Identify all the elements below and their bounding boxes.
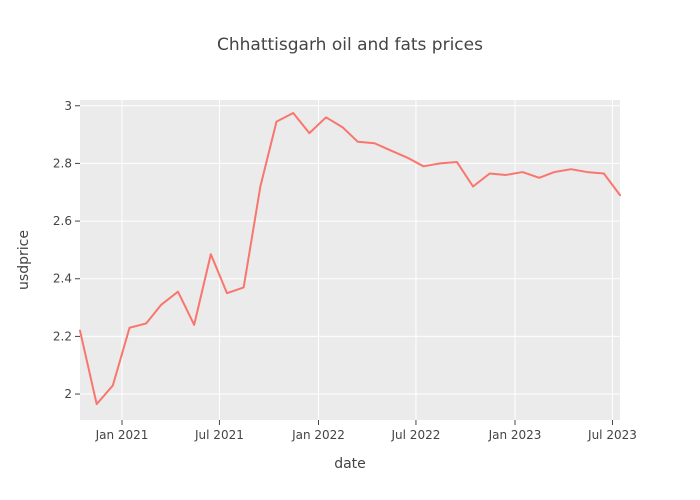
y-tick-label: 2 [64, 387, 72, 401]
data-point[interactable] [388, 147, 394, 153]
data-point[interactable] [355, 139, 361, 145]
y-tick-label: 2.4 [53, 272, 72, 286]
data-point[interactable] [274, 119, 280, 125]
data-point[interactable] [94, 401, 100, 407]
data-point[interactable] [371, 140, 377, 146]
data-point[interactable] [257, 183, 263, 189]
y-tick-label: 3 [64, 99, 72, 113]
gridlines [80, 100, 620, 420]
data-point[interactable] [503, 172, 509, 178]
y-tick-label: 2.2 [53, 329, 72, 343]
y-tick-label: 2.6 [53, 214, 72, 228]
data-point[interactable] [487, 171, 493, 177]
chart-title: Chhattisgarh oil and fats prices [217, 35, 483, 55]
plot-area [80, 100, 620, 420]
data-point[interactable] [584, 169, 590, 175]
data-point[interactable] [110, 382, 116, 388]
x-tick-label: Jan 2023 [488, 428, 542, 442]
data-point[interactable] [454, 159, 460, 165]
x-tick-label: Jul 2021 [194, 428, 244, 442]
y-tick-label: 2.8 [53, 156, 72, 170]
y-axis-label: usdprice [16, 230, 32, 290]
data-point[interactable] [143, 320, 149, 326]
data-point[interactable] [127, 325, 133, 331]
data-point[interactable] [437, 160, 443, 166]
data-point[interactable] [520, 169, 526, 175]
data-point[interactable] [191, 322, 197, 328]
data-point[interactable] [241, 284, 247, 290]
x-axis-ticks: Jan 2021 Jul 2021 Jan 2022 Jul 2022 Jan 2023… [95, 420, 637, 442]
y-axis-ticks: 2 2.2 2.4 2.6 2.8 3 [53, 99, 80, 401]
data-point[interactable] [323, 114, 329, 120]
series-layer [77, 110, 623, 407]
data-point[interactable] [340, 124, 346, 130]
data-point[interactable] [617, 192, 623, 198]
x-tick-label: Jan 2022 [291, 428, 345, 442]
data-point[interactable] [420, 163, 426, 169]
series-line [79, 111, 621, 406]
data-point[interactable] [175, 289, 181, 295]
data-point[interactable] [290, 110, 296, 116]
data-point[interactable] [551, 169, 557, 175]
data-point[interactable] [470, 183, 476, 189]
x-tick-label: Jul 2023 [587, 428, 637, 442]
data-point[interactable] [404, 155, 410, 161]
x-axis-label: date [334, 456, 366, 472]
data-point[interactable] [536, 175, 542, 181]
data-point[interactable] [208, 251, 214, 257]
data-point[interactable] [306, 130, 312, 136]
data-point[interactable] [224, 290, 230, 296]
data-point[interactable] [601, 171, 607, 177]
data-point[interactable] [77, 328, 83, 334]
data-point[interactable] [158, 302, 164, 308]
x-tick-label: Jul 2022 [391, 428, 441, 442]
data-point[interactable] [568, 166, 574, 172]
x-tick-label: Jan 2021 [95, 428, 149, 442]
